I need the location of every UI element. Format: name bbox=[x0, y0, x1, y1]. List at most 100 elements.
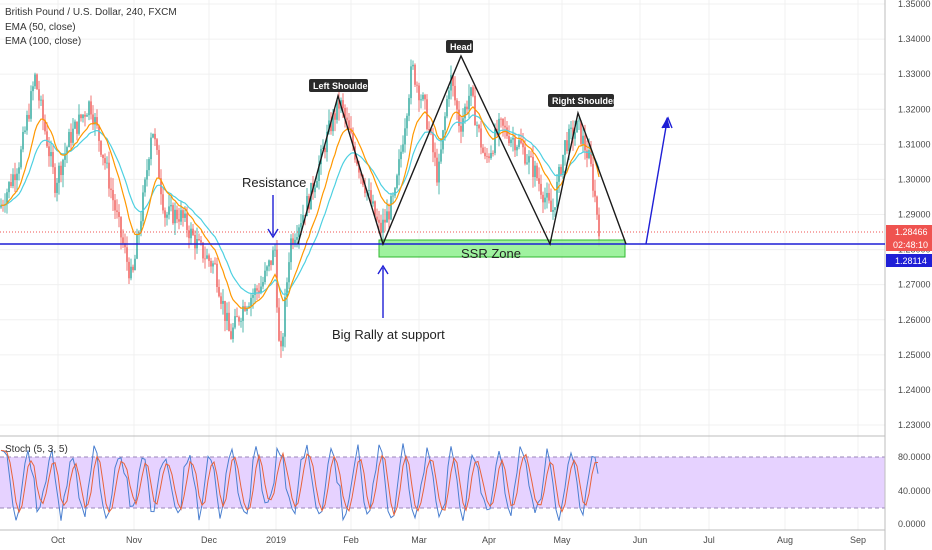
candle-body bbox=[32, 86, 34, 92]
candle-body bbox=[406, 115, 408, 129]
candle-body bbox=[570, 127, 572, 129]
candle-body bbox=[544, 197, 546, 203]
candle-body bbox=[568, 128, 570, 152]
candle-body bbox=[352, 132, 354, 147]
candle-body bbox=[514, 137, 516, 151]
candle-body bbox=[516, 146, 518, 151]
candle-body bbox=[126, 247, 128, 262]
candle-body bbox=[102, 154, 104, 159]
candle-body bbox=[94, 117, 96, 125]
price-tick-label: 1.24000 bbox=[898, 385, 931, 395]
candle-body bbox=[356, 159, 358, 165]
candle-body bbox=[576, 120, 578, 133]
candle-body bbox=[28, 114, 30, 119]
candle-body bbox=[302, 215, 304, 223]
candle-body bbox=[268, 260, 270, 267]
candle-body bbox=[96, 117, 98, 126]
candle-body bbox=[238, 317, 240, 322]
candle-body bbox=[424, 94, 426, 100]
candle-body bbox=[588, 150, 590, 159]
candle-body bbox=[462, 118, 464, 132]
candle-body bbox=[262, 282, 264, 287]
candle-body bbox=[358, 164, 360, 173]
candle-body bbox=[478, 125, 480, 129]
candle-body bbox=[40, 99, 42, 101]
candle-body bbox=[376, 216, 378, 220]
candle-body bbox=[210, 260, 212, 267]
candle-body bbox=[378, 219, 380, 223]
candle-body bbox=[512, 137, 514, 140]
candle-body bbox=[176, 209, 178, 220]
candle-body bbox=[48, 146, 50, 157]
candle-body bbox=[314, 187, 316, 193]
candle-body bbox=[86, 115, 88, 117]
candle-body bbox=[482, 147, 484, 153]
candle-body bbox=[188, 230, 190, 239]
candle-body bbox=[430, 129, 432, 133]
candle-body bbox=[58, 165, 60, 183]
stoch-axis: 0.0000 40.0000 80.0000 bbox=[898, 452, 931, 529]
candle-body bbox=[218, 287, 220, 297]
candle-body bbox=[162, 194, 164, 211]
candle-body bbox=[556, 181, 558, 208]
candle-body bbox=[150, 137, 152, 160]
candle-body bbox=[42, 99, 44, 120]
candle-body bbox=[436, 157, 438, 183]
price-tick-label: 1.23000 bbox=[898, 420, 931, 430]
candle-body bbox=[538, 178, 540, 184]
candle-body bbox=[108, 162, 110, 189]
time-tick-label: Jun bbox=[633, 535, 648, 545]
stoch-legend: Stoch (5, 3, 5) bbox=[5, 444, 68, 455]
candle-body bbox=[322, 147, 324, 149]
candle-body bbox=[444, 116, 446, 131]
price-axis: 1.230001.240001.250001.260001.270001.280… bbox=[898, 0, 931, 430]
candle-body bbox=[468, 95, 470, 110]
candle-body bbox=[100, 140, 102, 155]
candle-body bbox=[432, 132, 434, 153]
candle-body bbox=[498, 118, 500, 135]
candle-body bbox=[82, 114, 84, 119]
candle-body bbox=[14, 174, 16, 181]
candle-body bbox=[146, 170, 148, 180]
ema100-legend: EMA (100, close) bbox=[5, 36, 81, 47]
candle-body bbox=[456, 100, 458, 110]
head-and-shoulders-pattern bbox=[297, 54, 627, 247]
candle-body bbox=[488, 156, 490, 159]
candle-body bbox=[36, 74, 38, 90]
candle-body bbox=[132, 266, 134, 271]
candle-body bbox=[54, 167, 56, 193]
price-tick-label: 1.27000 bbox=[898, 280, 931, 290]
candle-body bbox=[528, 156, 530, 163]
candle-body bbox=[452, 75, 454, 86]
candle-body bbox=[242, 306, 244, 321]
candle-body bbox=[270, 260, 272, 265]
candle-body bbox=[92, 114, 94, 125]
price-tick-label: 1.25000 bbox=[898, 350, 931, 360]
candle-body bbox=[22, 132, 24, 150]
candle-body bbox=[422, 94, 424, 100]
price-tick-label: 1.31000 bbox=[898, 139, 931, 149]
candle-body bbox=[220, 296, 222, 304]
candle-body bbox=[536, 165, 538, 179]
candle-body bbox=[524, 147, 526, 164]
candle-body bbox=[202, 242, 204, 259]
candle-body bbox=[226, 312, 228, 321]
candle-body bbox=[8, 182, 10, 193]
last-price-tag: 1.28466 02:48:10 bbox=[886, 225, 932, 251]
candle-body bbox=[184, 213, 186, 218]
time-axis: Oct Nov Dec 2019 Feb Mar Apr May Jun Jul Aug Sep bbox=[51, 535, 866, 545]
candle-body bbox=[68, 132, 70, 148]
candle-body bbox=[170, 205, 172, 207]
candle-body bbox=[292, 238, 294, 245]
candle-body bbox=[338, 100, 340, 109]
candle-body bbox=[274, 249, 276, 251]
candle-body bbox=[562, 154, 564, 175]
candle-body bbox=[74, 121, 76, 129]
candle-body bbox=[330, 120, 332, 132]
candle-body bbox=[66, 147, 68, 154]
head-tag: Head bbox=[446, 40, 473, 53]
neckline-price-value: 1.28114 bbox=[895, 256, 927, 266]
time-tick-label: May bbox=[553, 535, 571, 545]
candle-body bbox=[386, 211, 388, 223]
time-tick-label: 2019 bbox=[266, 535, 286, 545]
